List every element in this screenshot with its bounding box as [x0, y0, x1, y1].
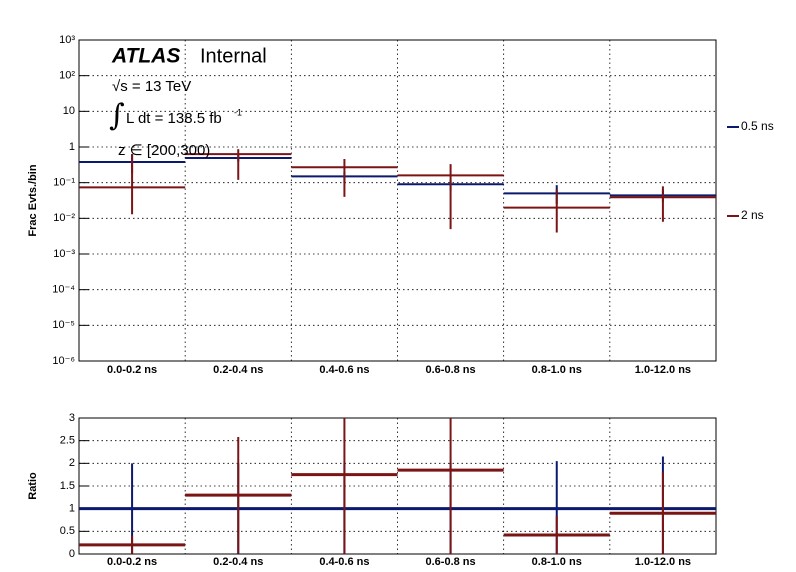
- energy-label: √s = 13 TeV: [112, 78, 191, 95]
- y-tick-label: 10⁻¹: [53, 177, 75, 189]
- x-tick-label: 0.0-0.2 ns: [107, 556, 157, 568]
- y-tick-label: 10⁻⁴: [52, 284, 75, 296]
- y-axis-label: Frac Evts./bin: [27, 164, 39, 236]
- y-tick-label: 1: [69, 141, 75, 153]
- y-tick-label: 10⁻⁶: [52, 355, 75, 367]
- y-tick-label: 3: [69, 412, 75, 424]
- x-tick-label: 1.0-12.0 ns: [635, 364, 691, 376]
- y-tick-label: 10³: [59, 34, 75, 46]
- series-group: [79, 149, 716, 233]
- plot-frame: [78, 39, 717, 362]
- legend-label: 0.5 ns: [741, 119, 774, 133]
- z-range-label: z ∈ [200,300): [118, 142, 210, 159]
- lumi-exponent: -1: [234, 107, 242, 117]
- y-tick-label: 10⁻⁵: [52, 319, 75, 331]
- y-tick-label: 10⁻²: [53, 212, 75, 224]
- y-tick-label: 0: [69, 548, 75, 560]
- integral-sign: ∫: [109, 98, 125, 133]
- y-tick-label: 2.5: [60, 435, 75, 447]
- legend-label: 2 ns: [741, 208, 764, 222]
- x-tick-label: 0.2-0.4 ns: [213, 364, 263, 376]
- x-tick-label: 0.0-0.2 ns: [107, 364, 157, 376]
- y-tick-label: 1.5: [60, 480, 75, 492]
- x-tick-label: 0.4-0.6 ns: [319, 364, 369, 376]
- y-tick-label: 10⁻³: [53, 248, 75, 260]
- plot-frame: [78, 417, 717, 555]
- x-tick-label: 0.4-0.6 ns: [319, 556, 369, 568]
- y-tick-label: 10²: [59, 70, 75, 82]
- x-tick-label: 0.8-1.0 ns: [532, 364, 582, 376]
- x-tick-label: 0.2-0.4 ns: [213, 556, 263, 568]
- x-tick-label: 0.8-1.0 ns: [532, 556, 582, 568]
- x-tick-label: 1.0-12.0 ns: [635, 556, 691, 568]
- y-tick-label: 10: [63, 105, 75, 117]
- series-group: [79, 418, 716, 554]
- lumi-label: L dt = 138.5 fb: [126, 110, 222, 127]
- atlas-label: ATLAS: [111, 45, 180, 68]
- y-axis-label: Ratio: [27, 472, 39, 500]
- internal-label: Internal: [200, 45, 267, 67]
- y-tick-label: 0.5: [60, 525, 75, 537]
- y-tick-label: 2: [69, 457, 75, 469]
- y-tick-label: 1: [69, 503, 75, 515]
- x-tick-label: 0.6-0.8 ns: [426, 556, 476, 568]
- x-tick-label: 0.6-0.8 ns: [426, 364, 476, 376]
